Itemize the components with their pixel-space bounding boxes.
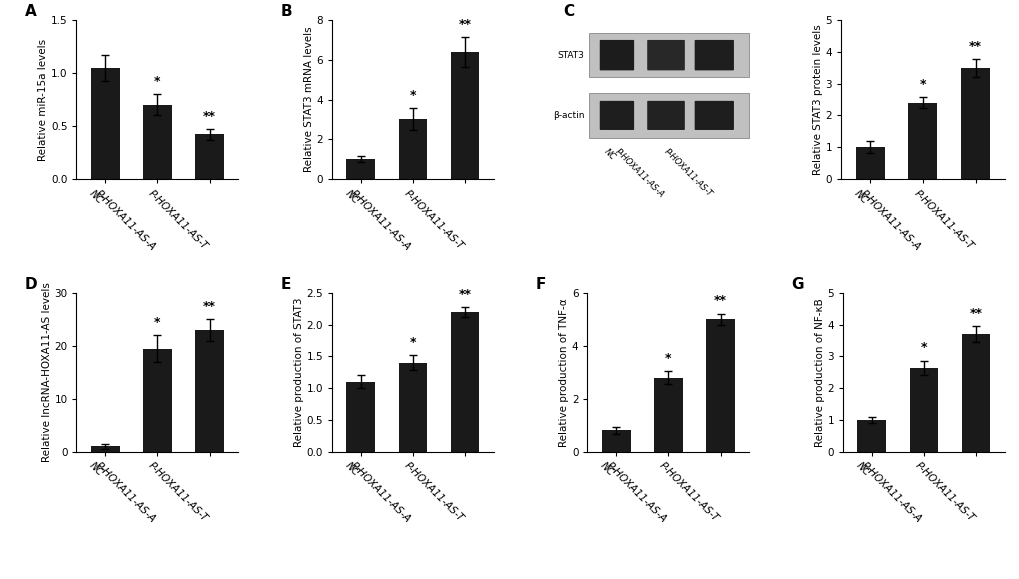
Y-axis label: Relative miR-15a levels: Relative miR-15a levels (38, 38, 48, 160)
Text: **: ** (968, 307, 981, 320)
Bar (908, 102, 936, 179)
Bar (960, 68, 989, 179)
Text: G: G (791, 277, 803, 292)
Bar (91, 446, 119, 452)
FancyBboxPatch shape (694, 40, 734, 71)
Text: *: * (410, 336, 416, 349)
FancyBboxPatch shape (647, 101, 684, 130)
Text: **: ** (203, 110, 216, 123)
Bar (601, 430, 630, 452)
FancyBboxPatch shape (647, 40, 684, 71)
Text: E: E (280, 277, 290, 292)
Text: *: * (410, 89, 416, 102)
Text: **: ** (459, 18, 471, 31)
Text: *: * (154, 75, 160, 88)
FancyBboxPatch shape (599, 40, 634, 71)
Text: P-HOXA11-AS-A: P-HOXA11-AS-A (612, 147, 665, 200)
Bar (653, 378, 682, 452)
Text: *: * (664, 351, 671, 365)
Text: B: B (280, 5, 291, 20)
Text: D: D (24, 277, 38, 292)
Bar (91, 68, 119, 179)
FancyBboxPatch shape (599, 101, 634, 130)
Text: A: A (24, 5, 37, 20)
Text: *: * (154, 316, 160, 329)
Text: **: ** (203, 300, 216, 313)
FancyBboxPatch shape (694, 101, 734, 130)
Bar (855, 147, 883, 179)
Text: *: * (919, 78, 925, 91)
Bar (143, 105, 171, 179)
Bar (961, 334, 989, 452)
Bar (143, 349, 171, 452)
Text: STAT3: STAT3 (556, 50, 584, 60)
Bar (589, 33, 749, 78)
Text: F: F (535, 277, 545, 292)
Text: C: C (562, 5, 574, 20)
Bar (857, 420, 886, 452)
Bar (346, 159, 375, 179)
Bar (346, 382, 375, 452)
Y-axis label: Relative STAT3 protein levels: Relative STAT3 protein levels (812, 24, 822, 175)
Y-axis label: Relative lncRNA-HOXA11-AS levels: Relative lncRNA-HOXA11-AS levels (42, 283, 52, 462)
Y-axis label: Relative STAT3 mRNA levels: Relative STAT3 mRNA levels (304, 27, 313, 173)
Bar (398, 363, 427, 452)
Text: **: ** (968, 39, 981, 53)
Bar (450, 312, 479, 452)
Bar (705, 320, 734, 452)
Bar (195, 330, 223, 452)
Bar (589, 93, 749, 138)
Text: **: ** (459, 288, 471, 301)
Bar (195, 134, 223, 179)
Text: β-actin: β-actin (552, 111, 584, 120)
Text: P-HOXA11-AS-T: P-HOXA11-AS-T (662, 147, 713, 199)
Bar (398, 119, 427, 179)
Bar (450, 52, 479, 179)
Bar (909, 368, 937, 452)
Y-axis label: Relative production of TNF-α: Relative production of TNF-α (558, 298, 569, 446)
Text: NC: NC (601, 147, 616, 162)
Text: *: * (920, 341, 926, 354)
Y-axis label: Relative production of NF-κB: Relative production of NF-κB (814, 298, 823, 447)
Text: **: ** (713, 294, 727, 307)
Y-axis label: Relative production of STAT3: Relative production of STAT3 (293, 298, 304, 447)
